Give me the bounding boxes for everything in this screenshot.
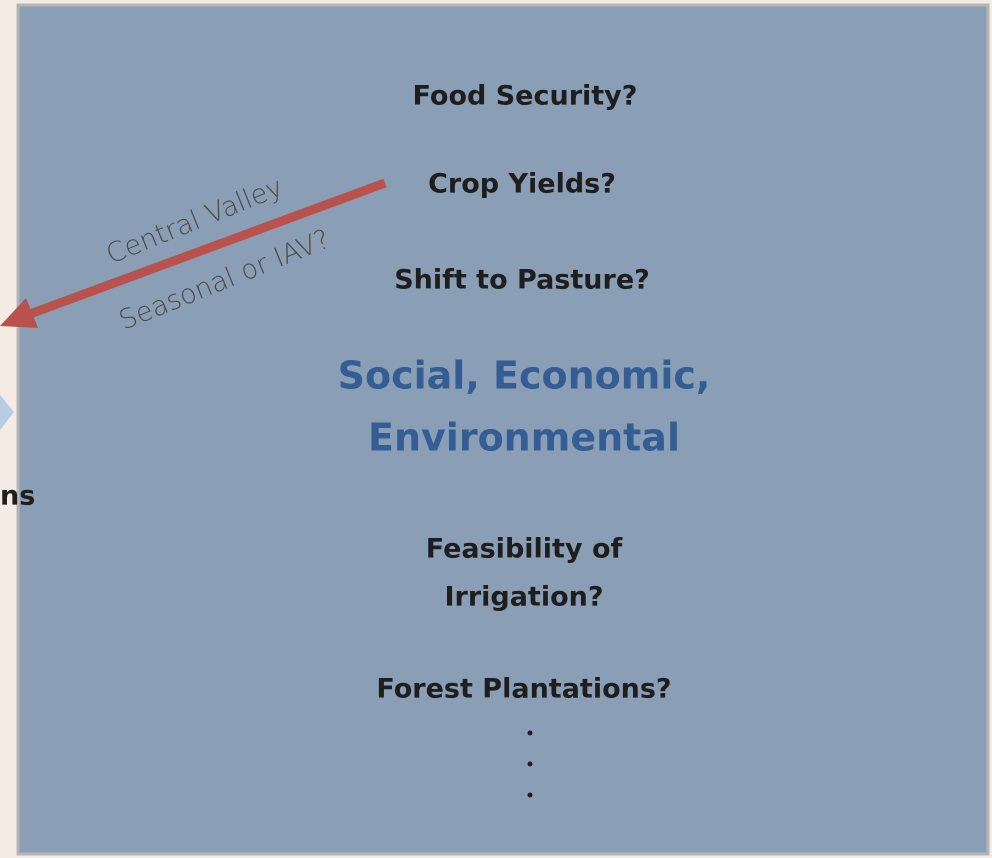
- arrow-head: [0, 298, 38, 328]
- ellipsis-dot: [527, 792, 533, 798]
- item: Food Security?: [413, 81, 638, 112]
- item: Forest Plantations?: [376, 674, 671, 705]
- item: Feasibility of: [426, 534, 623, 565]
- arrow-shaft: [28, 178, 387, 319]
- ellipsis-dot: [527, 730, 533, 736]
- item: Crop Yields?: [428, 169, 616, 200]
- left-text-fragment: ns: [0, 481, 35, 512]
- chevron-fragment: [0, 395, 14, 430]
- heading: Social, Economic,: [338, 354, 711, 398]
- heading: Environmental: [368, 416, 680, 460]
- item: Shift to Pasture?: [394, 265, 650, 296]
- ellipsis-dot: [527, 761, 533, 767]
- item: Irrigation?: [444, 582, 603, 613]
- panel: [16, 3, 990, 856]
